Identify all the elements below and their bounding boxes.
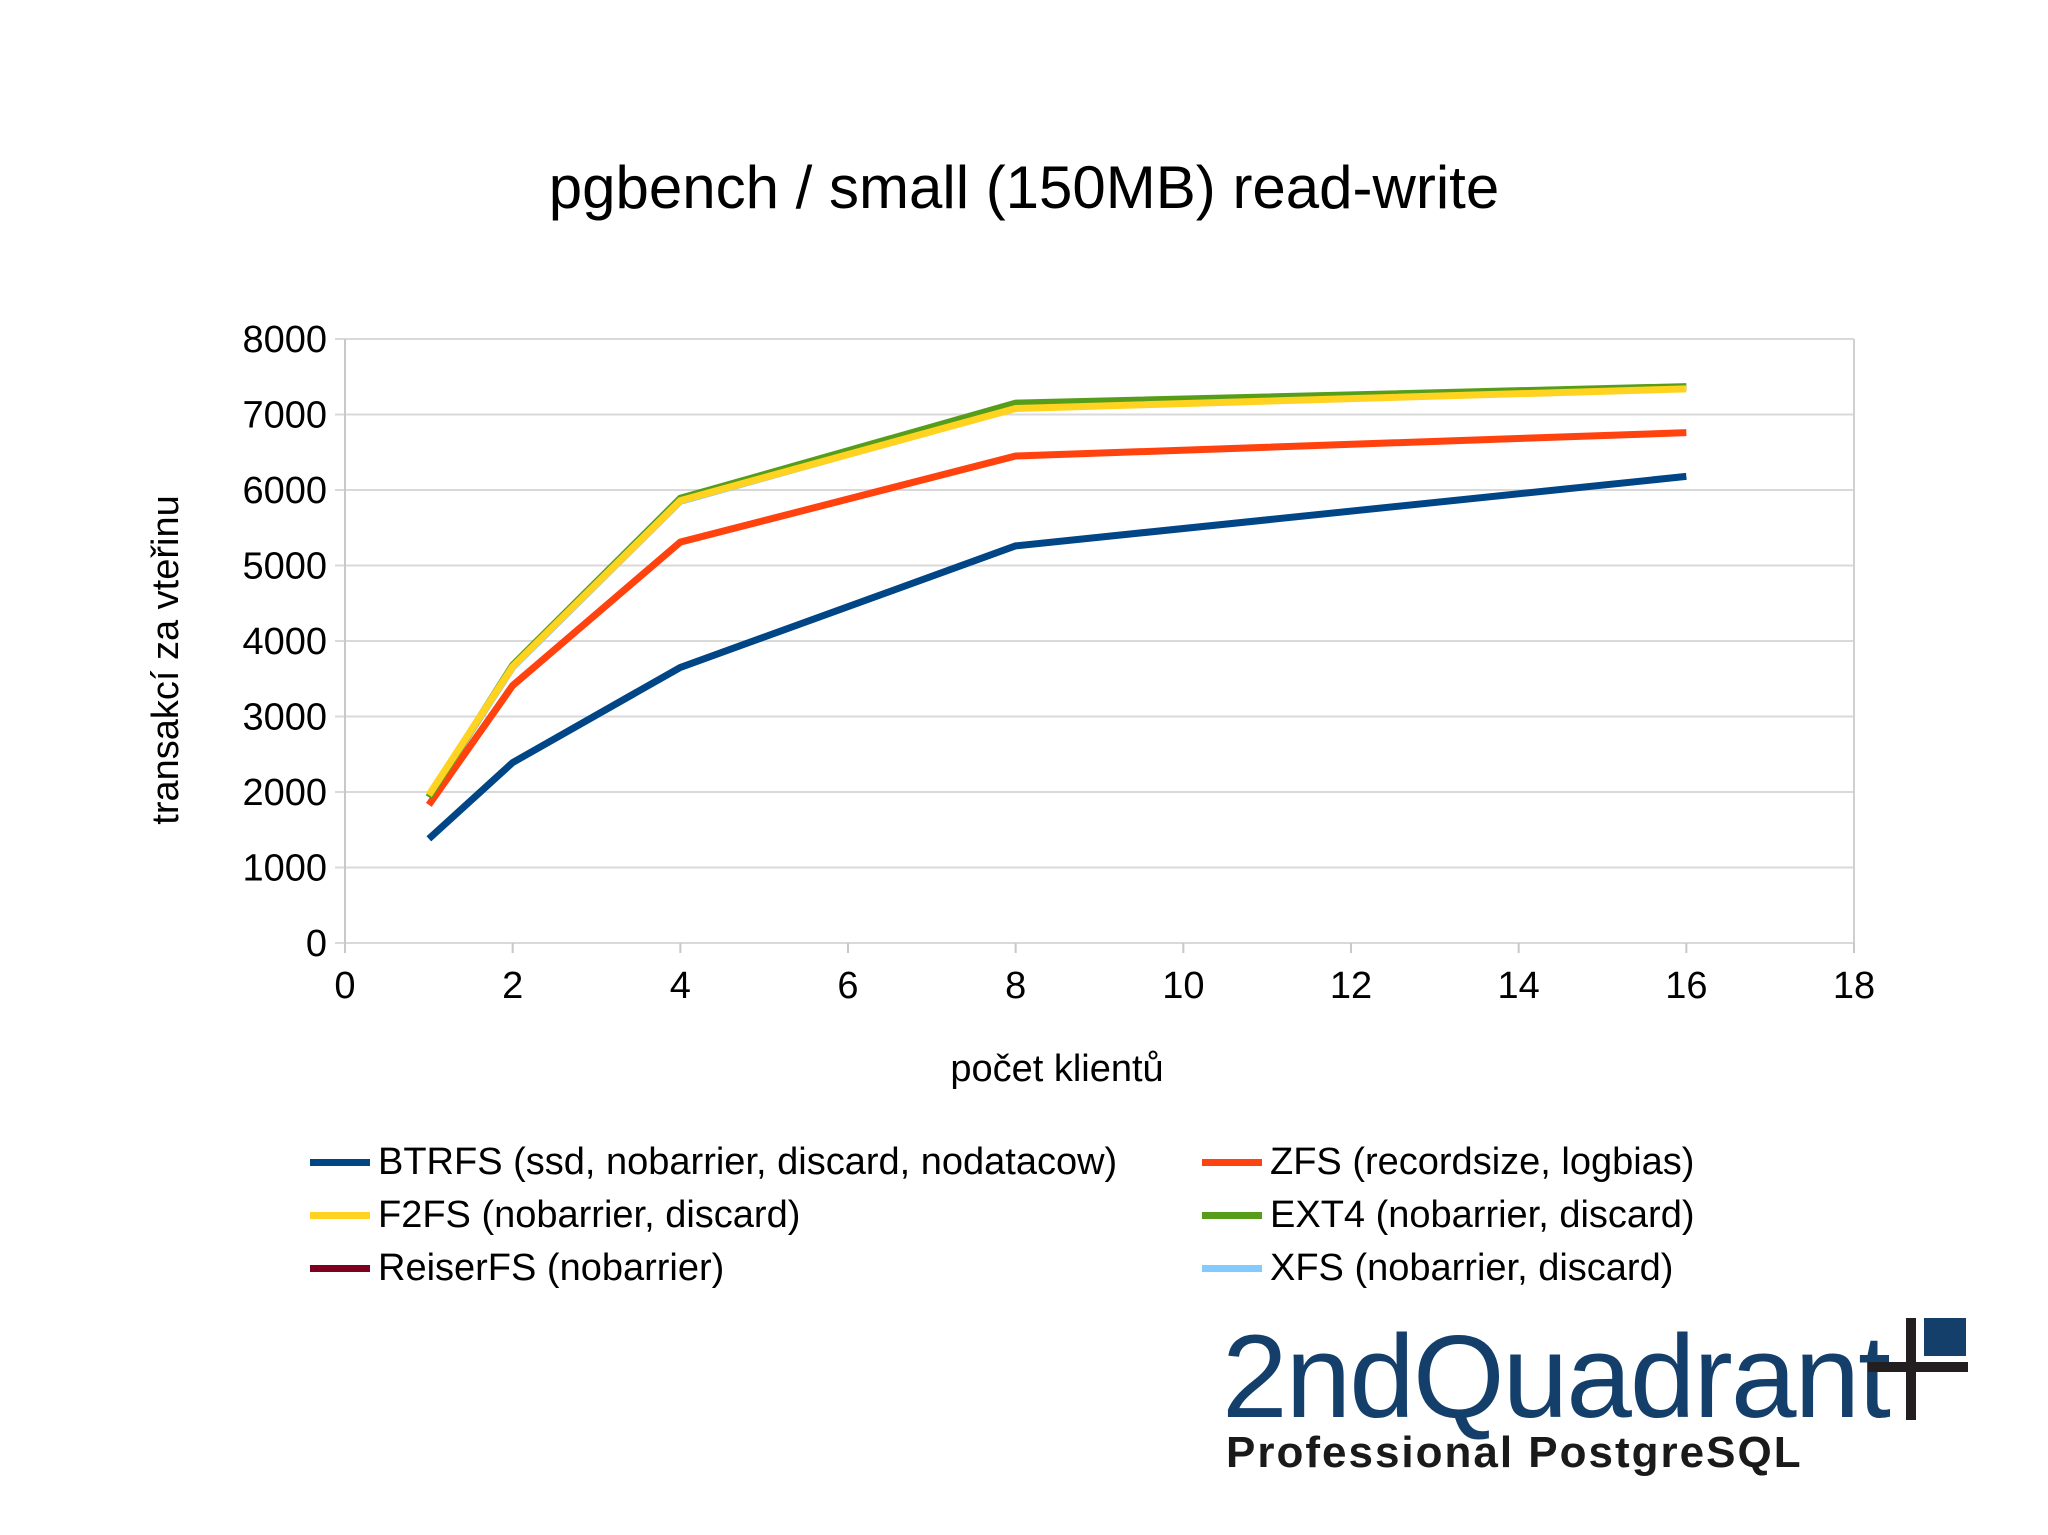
- logo-tagline: Professional PostgreSQL: [1226, 1428, 1803, 1477]
- y-tick-label: 5000: [242, 546, 327, 588]
- y-tick-label: 1000: [242, 848, 327, 890]
- legend-swatch: [1202, 1264, 1262, 1272]
- series-lines: [425, 383, 1687, 842]
- x-tick-label: 8: [1005, 965, 1026, 1007]
- x-tick-label: 0: [334, 965, 355, 1007]
- legend-label: XFS (nobarrier, discard): [1270, 1247, 1674, 1289]
- x-axis-label: počet klientů: [950, 1048, 1163, 1090]
- legend-label: F2FS (nobarrier, discard): [378, 1194, 801, 1236]
- legend-label: EXT4 (nobarrier, discard): [1270, 1194, 1695, 1236]
- y-tick-label: 6000: [242, 470, 327, 512]
- legend-swatch: [310, 1158, 370, 1166]
- legend-swatch: [310, 1211, 370, 1219]
- y-axis-label: transakcí za vteřinu: [145, 495, 187, 824]
- legend-swatch: [310, 1264, 370, 1272]
- x-tick-label: 6: [837, 965, 858, 1007]
- y-tick-label: 2000: [242, 772, 327, 814]
- y-tick-label: 7000: [242, 395, 327, 437]
- gridlines: [335, 338, 1855, 953]
- x-tick-label: 16: [1665, 965, 1707, 1007]
- legend-item-reiserfs[interactable]: ReiserFS (nobarrier): [310, 1246, 724, 1290]
- x-tick-label: 12: [1330, 965, 1372, 1007]
- x-tick-label: 4: [670, 965, 691, 1007]
- legend-item-btrfs[interactable]: BTRFS (ssd, nobarrier, discard, nodataco…: [310, 1140, 1117, 1184]
- company-logo: 2ndQuadrant Professional PostgreSQL: [1222, 1318, 1982, 1478]
- legend-item-xfs[interactable]: XFS (nobarrier, discard): [1202, 1246, 1673, 1290]
- quadrant-cross-icon: [1868, 1318, 1968, 1420]
- legend-item-ext4[interactable]: EXT4 (nobarrier, discard): [1202, 1193, 1695, 1237]
- x-axis: 0 2 4 6 8 10 12 14 16 18: [334, 943, 1875, 1007]
- series-line-zfs: [425, 429, 1687, 807]
- legend-swatch: [1202, 1211, 1262, 1219]
- y-tick-label: 4000: [242, 621, 327, 663]
- legend-item-zfs[interactable]: ZFS (recordsize, logbias): [1202, 1140, 1694, 1184]
- legend-label: ReiserFS (nobarrier): [378, 1247, 725, 1289]
- y-axis: 0 1000 2000 3000 4000 5000 6000 7000 8000: [242, 319, 327, 965]
- series-line-f2fs: [425, 385, 1687, 797]
- y-tick-label: 3000: [242, 697, 327, 739]
- logo-wordmark: 2ndQuadrant: [1222, 1311, 1891, 1443]
- legend-swatch: [1202, 1158, 1262, 1166]
- y-tick-label: 8000: [242, 319, 327, 361]
- legend-item-f2fs[interactable]: F2FS (nobarrier, discard): [310, 1193, 800, 1237]
- x-tick-label: 10: [1162, 965, 1204, 1007]
- x-tick-label: 2: [502, 965, 523, 1007]
- x-tick-label: 14: [1498, 965, 1540, 1007]
- legend-label: BTRFS (ssd, nobarrier, discard, nodataco…: [378, 1141, 1118, 1183]
- chart-title: pgbench / small (150MB) read-write: [548, 154, 1500, 221]
- y-tick-label: 0: [306, 923, 327, 965]
- series-line-btrfs: [426, 472, 1687, 842]
- x-tick-label: 18: [1833, 965, 1875, 1007]
- legend-label: ZFS (recordsize, logbias): [1270, 1141, 1695, 1183]
